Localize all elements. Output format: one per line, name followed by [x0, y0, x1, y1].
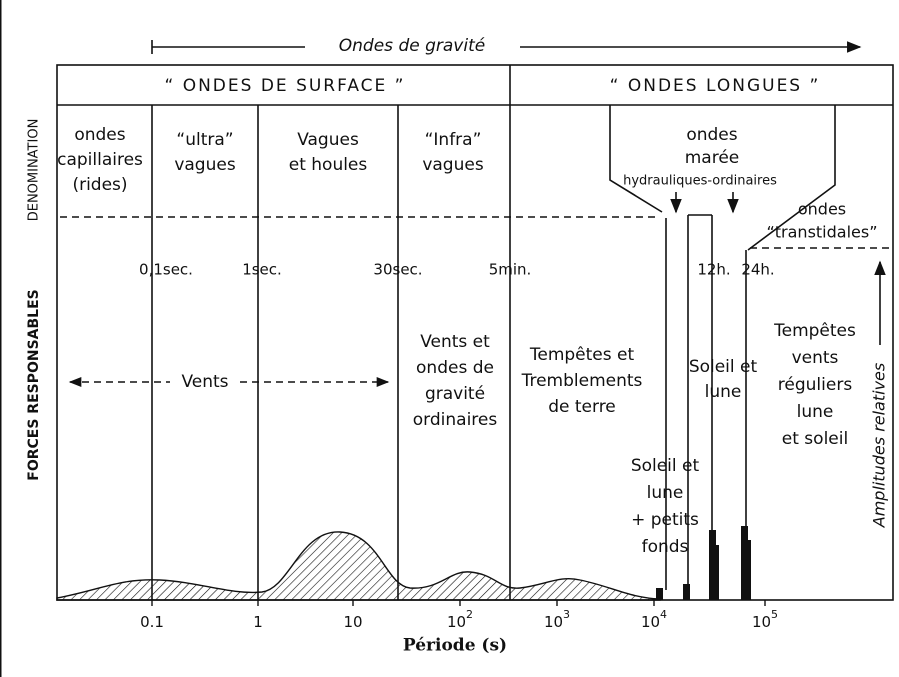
- period-label: 12h.: [697, 261, 730, 279]
- denomination-text: ondes: [686, 125, 737, 145]
- denomination-text: “Infra”: [425, 130, 482, 150]
- bracket: [609, 105, 663, 213]
- tick-base: 10: [544, 613, 563, 631]
- tick-exponent: 3: [563, 608, 570, 621]
- denomination-text: capillaires: [57, 150, 143, 170]
- denomination-text: hydrauliques-ordinaires: [623, 174, 777, 189]
- tick-exponent: 4: [660, 608, 667, 621]
- forces-text: ondes de: [416, 358, 494, 378]
- denomination-text: vagues: [422, 155, 484, 175]
- x-tick-label: 103: [544, 608, 570, 631]
- forces-text: fonds: [642, 537, 689, 557]
- tick-base: 10: [343, 613, 362, 631]
- forces-text: Soleil et: [689, 357, 758, 377]
- forces-text: lune: [797, 402, 834, 422]
- denomination-text: ondes: [74, 125, 125, 145]
- x-tick-label: 1: [253, 613, 263, 631]
- forces-text: Soleil et: [631, 456, 700, 476]
- top-arrow-label: Ondes de gravité: [339, 36, 485, 56]
- period-label: 0,1sec.: [139, 261, 193, 279]
- forces-text: Tempêtes: [773, 321, 856, 341]
- period-label: 24h.: [741, 261, 774, 279]
- forces-text: de terre: [548, 397, 616, 417]
- forces-text: Tempêtes et: [529, 345, 635, 365]
- header-surface: “ ONDES DE SURFACE ”: [165, 76, 406, 96]
- labels: ondes capillaires (rides) “ultra” vagues Vagu…: [57, 125, 877, 656]
- spectrum-bar: [683, 584, 690, 600]
- forces-text: ordinaires: [413, 410, 498, 430]
- spectrum-area: [56, 531, 661, 601]
- forces-text: réguliers: [778, 375, 853, 395]
- side-forces: FORCES RESPONSABLES: [26, 289, 42, 481]
- tick-base: 10: [641, 613, 660, 631]
- denomination-text: ondes: [798, 200, 846, 219]
- x-axis-label: Période (s): [403, 636, 507, 656]
- denomination-text: et houles: [289, 155, 368, 175]
- denomination-text: “ultra”: [176, 130, 233, 150]
- tick-exponent: 5: [771, 608, 778, 621]
- x-tick-label: 102: [447, 608, 473, 631]
- denomination-text: Vagues: [297, 130, 359, 150]
- side-denomination: DENOMINATION: [27, 119, 42, 222]
- period-label: 1sec.: [242, 261, 282, 279]
- denomination-text: “transtidales”: [766, 223, 877, 242]
- period-label: 30sec.: [373, 261, 422, 279]
- forces-text: et soleil: [782, 429, 848, 449]
- bracket: [747, 105, 836, 251]
- spectrum-bar: [715, 545, 719, 600]
- tick-exponent: 2: [466, 608, 473, 621]
- x-tick-label: 0.1: [140, 613, 164, 631]
- spectrum-bar: [741, 526, 748, 600]
- tick-base: 10: [447, 613, 466, 631]
- tick-base: 0.1: [140, 613, 164, 631]
- forces-text: Vents et: [420, 332, 490, 352]
- side-amplitudes: Amplitudes relatives: [870, 363, 889, 528]
- forces-text: lune: [705, 382, 742, 402]
- spectrum-bar: [747, 540, 751, 600]
- x-tick-label: 105: [752, 608, 778, 631]
- forces-text: Vents: [181, 372, 228, 392]
- forces-text: Tremblements: [521, 371, 643, 391]
- tick-base: 10: [752, 613, 771, 631]
- x-tick-label: 10: [343, 613, 362, 631]
- forces-text: vents: [792, 348, 839, 368]
- header-longues: “ ONDES LONGUES ”: [610, 76, 821, 96]
- spectrum-bar: [656, 588, 663, 600]
- tick-base: 1: [253, 613, 263, 631]
- denomination-text: (rides): [72, 175, 127, 195]
- denomination-text: marée: [685, 148, 740, 168]
- forces-text: gravité: [425, 384, 485, 404]
- forces-text: lune: [647, 483, 684, 503]
- period-label: 5min.: [489, 261, 532, 279]
- spectrum-bar: [709, 530, 716, 600]
- x-tick-label: 104: [641, 608, 667, 631]
- forces-text: + petits: [631, 510, 699, 530]
- denomination-text: vagues: [174, 155, 236, 175]
